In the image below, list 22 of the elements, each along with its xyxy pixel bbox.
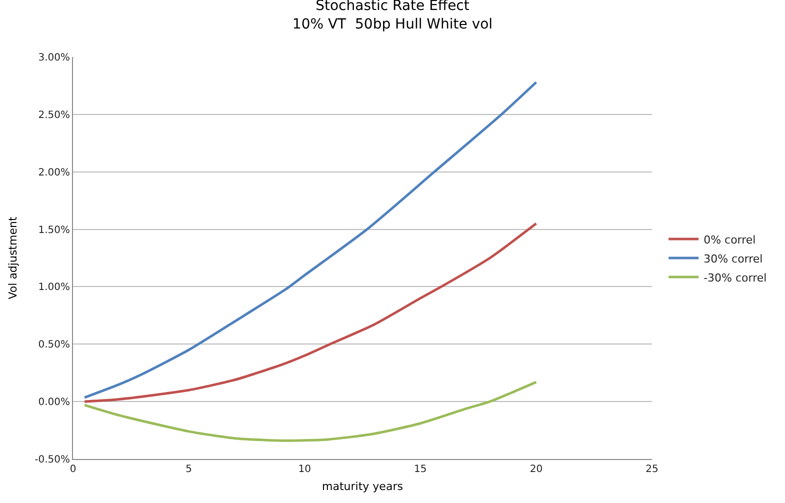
line-series: [83, 380, 538, 442]
y-tick-label: 0.00%: [38, 397, 70, 408]
legend-label: 0% correl: [704, 233, 756, 246]
x-tick-label: 5: [186, 464, 192, 475]
x-tick-label: 0: [70, 464, 76, 475]
y-tick-label: 1.50%: [38, 224, 70, 236]
line-series: [83, 222, 538, 403]
y-tick-label: 3.00%: [38, 52, 70, 64]
y-tick-label: 1.00%: [38, 282, 70, 294]
legend-label: 30% correl: [704, 252, 763, 266]
y-tick-label: 0.50%: [38, 340, 70, 351]
x-tick-label: 20: [530, 464, 543, 475]
y-tick-label: 2.00%: [38, 167, 70, 178]
x-tick-label: 15: [414, 464, 427, 475]
line-series: [83, 81, 538, 399]
legend-label: -30% correl: [704, 271, 767, 284]
x-axis-title: maturity years: [322, 480, 404, 494]
y-axis-title: Vol adjustment: [6, 216, 20, 300]
x-tick-label: 25: [646, 464, 658, 475]
x-tick-label: 10: [298, 464, 311, 475]
y-tick-label: 2.50%: [38, 110, 70, 121]
y-tick-label: -0.50%: [34, 454, 70, 466]
